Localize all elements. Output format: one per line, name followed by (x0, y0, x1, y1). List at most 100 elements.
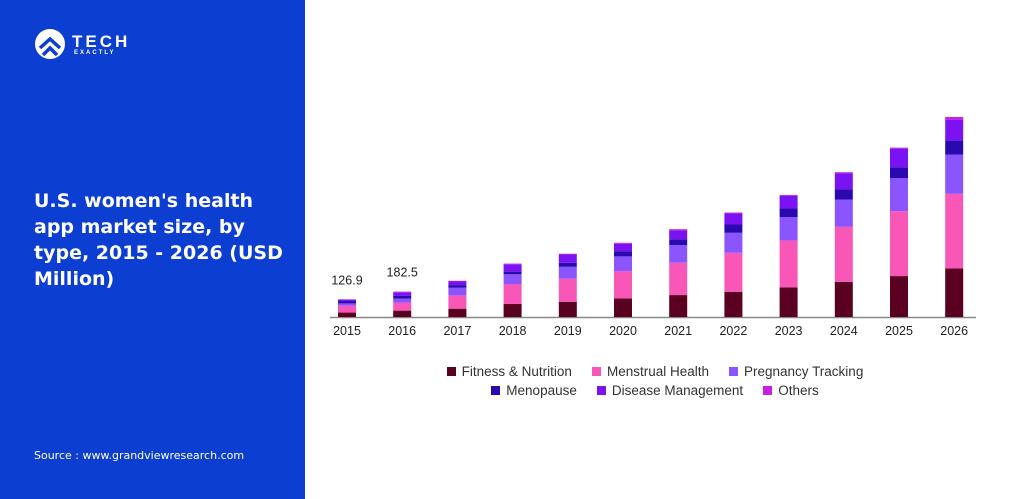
bar-segment-menstrual-health-2017 (448, 295, 467, 309)
bar-segment-menopause-2020 (614, 251, 632, 257)
x-tick-label: 2019 (554, 324, 582, 338)
bar-segment-menopause-2016 (393, 295, 412, 299)
bar-segment-menstrual-health-2021 (669, 262, 688, 296)
bar-segment-disease-management-2021 (669, 230, 688, 240)
bar-segment-fitness-nutrition-2022 (724, 291, 743, 317)
legend-item: Pregnancy Tracking (729, 362, 863, 381)
bar-segment-menopause-2019 (558, 262, 577, 267)
legend-swatch (596, 386, 606, 395)
data-label: 126.9 (331, 273, 362, 287)
bar-segment-fitness-nutrition-2024 (834, 281, 853, 317)
bar-segment-fitness-nutrition-2020 (614, 298, 632, 317)
bar-segment-menopause-2021 (669, 239, 688, 246)
bar-segment-fitness-nutrition-2023 (779, 287, 798, 317)
bar-segment-others-2020 (614, 242, 632, 244)
x-tick-label: 2016 (388, 324, 416, 338)
bar-segment-menstrual-health-2016 (393, 302, 412, 311)
x-tick-label: 2015 (333, 324, 361, 338)
bar-segment-others-2022 (724, 212, 743, 214)
bar-segment-disease-management-2016 (393, 292, 412, 296)
bar-segment-menopause-2024 (834, 189, 853, 200)
logo: TECH EXACTLY (34, 28, 130, 60)
logo-subname: EXACTLY (74, 49, 116, 56)
bar-segment-others-2024 (834, 172, 853, 174)
bar-segment-menstrual-health-2020 (614, 271, 632, 299)
bar-segment-disease-management-2017 (448, 281, 467, 286)
bar-segment-pregnancy-tracking-2023 (779, 217, 798, 241)
logo-name: TECH (72, 31, 131, 51)
side-panel: TECH EXACTLY U.S. women's health app mar… (0, 0, 305, 499)
bar-segment-others-2017 (448, 280, 467, 282)
bar-segment-others-2016 (393, 291, 412, 293)
bar-segment-disease-management-2026 (945, 119, 964, 141)
bar-segment-pregnancy-tracking-2022 (724, 232, 743, 253)
legend-item: Menopause (491, 381, 577, 400)
bar-segment-pregnancy-tracking-2021 (669, 245, 688, 263)
x-tick-label: 2017 (443, 324, 471, 338)
bar-segment-others-2023 (779, 194, 798, 196)
legend-label: Fitness & Nutrition (461, 364, 572, 379)
bar-segment-pregnancy-tracking-2017 (448, 287, 467, 296)
bar-segment-others-2019 (558, 253, 577, 255)
bar-segment-others-2021 (669, 229, 688, 231)
bar-segment-menstrual-health-2024 (834, 226, 853, 282)
legend-label: Menstrual Health (606, 364, 710, 379)
legend-swatch (591, 367, 601, 376)
bar-segment-pregnancy-tracking-2018 (503, 274, 522, 284)
legend: Fitness & Nutrition Menstrual Health Pregn… (405, 362, 905, 400)
bar-segment-menstrual-health-2019 (558, 278, 577, 302)
bar-segment-pregnancy-tracking-2020 (614, 256, 632, 272)
legend-label: Menopause (506, 383, 577, 398)
bar-segment-fitness-nutrition-2016 (393, 310, 412, 317)
legend-item: Menstrual Health (591, 362, 710, 381)
bar-segment-menstrual-health-2023 (779, 240, 798, 288)
bar-segment-disease-management-2025 (890, 148, 908, 168)
bar-segment-fitness-nutrition-2017 (448, 308, 467, 317)
x-tick-label: 2018 (499, 324, 527, 338)
source-text: Source : www.grandviewresearch.com (34, 449, 245, 462)
bar-segment-menstrual-health-2025 (890, 211, 908, 277)
bar-segment-disease-management-2018 (503, 264, 522, 272)
x-tick-label: 2024 (830, 324, 858, 338)
bar-segment-menstrual-health-2026 (945, 193, 964, 269)
legend-swatch (729, 367, 739, 376)
legend-item: Fitness & Nutrition (446, 362, 572, 381)
bar-segment-disease-management-2019 (558, 254, 577, 263)
bar-segment-menopause-2022 (724, 224, 743, 233)
bar-segment-menopause-2018 (503, 271, 522, 275)
bar-segment-menopause-2026 (945, 140, 964, 155)
data-label: 182.5 (387, 266, 418, 280)
bar-segment-others-2018 (503, 263, 522, 265)
x-tick-label: 2025 (885, 324, 913, 338)
bar-segment-menopause-2015 (338, 301, 356, 304)
bar-segment-menopause-2017 (448, 285, 467, 288)
bar-segment-menopause-2025 (890, 167, 908, 179)
bar-segment-disease-management-2015 (338, 299, 356, 302)
bar-segment-menstrual-health-2022 (724, 252, 743, 292)
legend-swatch (446, 367, 456, 376)
bar-segment-menstrual-health-2015 (338, 305, 356, 313)
bar-segment-menopause-2023 (779, 208, 798, 218)
x-tick-label: 2023 (775, 324, 803, 338)
x-tick-label: 2020 (609, 324, 637, 338)
bar-segment-disease-management-2024 (834, 173, 853, 190)
bar-segment-disease-management-2022 (724, 213, 743, 225)
bar-segment-fitness-nutrition-2026 (945, 268, 964, 317)
legend-swatch (763, 386, 773, 395)
legend-swatch (491, 386, 501, 395)
x-tick-label: 2022 (719, 324, 747, 338)
bar-segment-pregnancy-tracking-2026 (945, 154, 964, 194)
legend-item: Others (763, 381, 819, 400)
bar-segment-pregnancy-tracking-2015 (338, 303, 356, 306)
x-tick-label: 2026 (940, 324, 968, 338)
x-tick-label: 2021 (664, 324, 692, 338)
bar-segment-fitness-nutrition-2015 (338, 312, 356, 317)
bar-segment-fitness-nutrition-2025 (890, 276, 908, 317)
bar-segment-fitness-nutrition-2018 (503, 303, 522, 317)
legend-label: Disease Management (611, 383, 744, 398)
legend-item: Disease Management (596, 381, 744, 400)
bar-segment-fitness-nutrition-2019 (558, 301, 577, 317)
chart-title: U.S. women's health app market size, by … (34, 190, 283, 290)
bar-segment-disease-management-2020 (614, 243, 632, 252)
